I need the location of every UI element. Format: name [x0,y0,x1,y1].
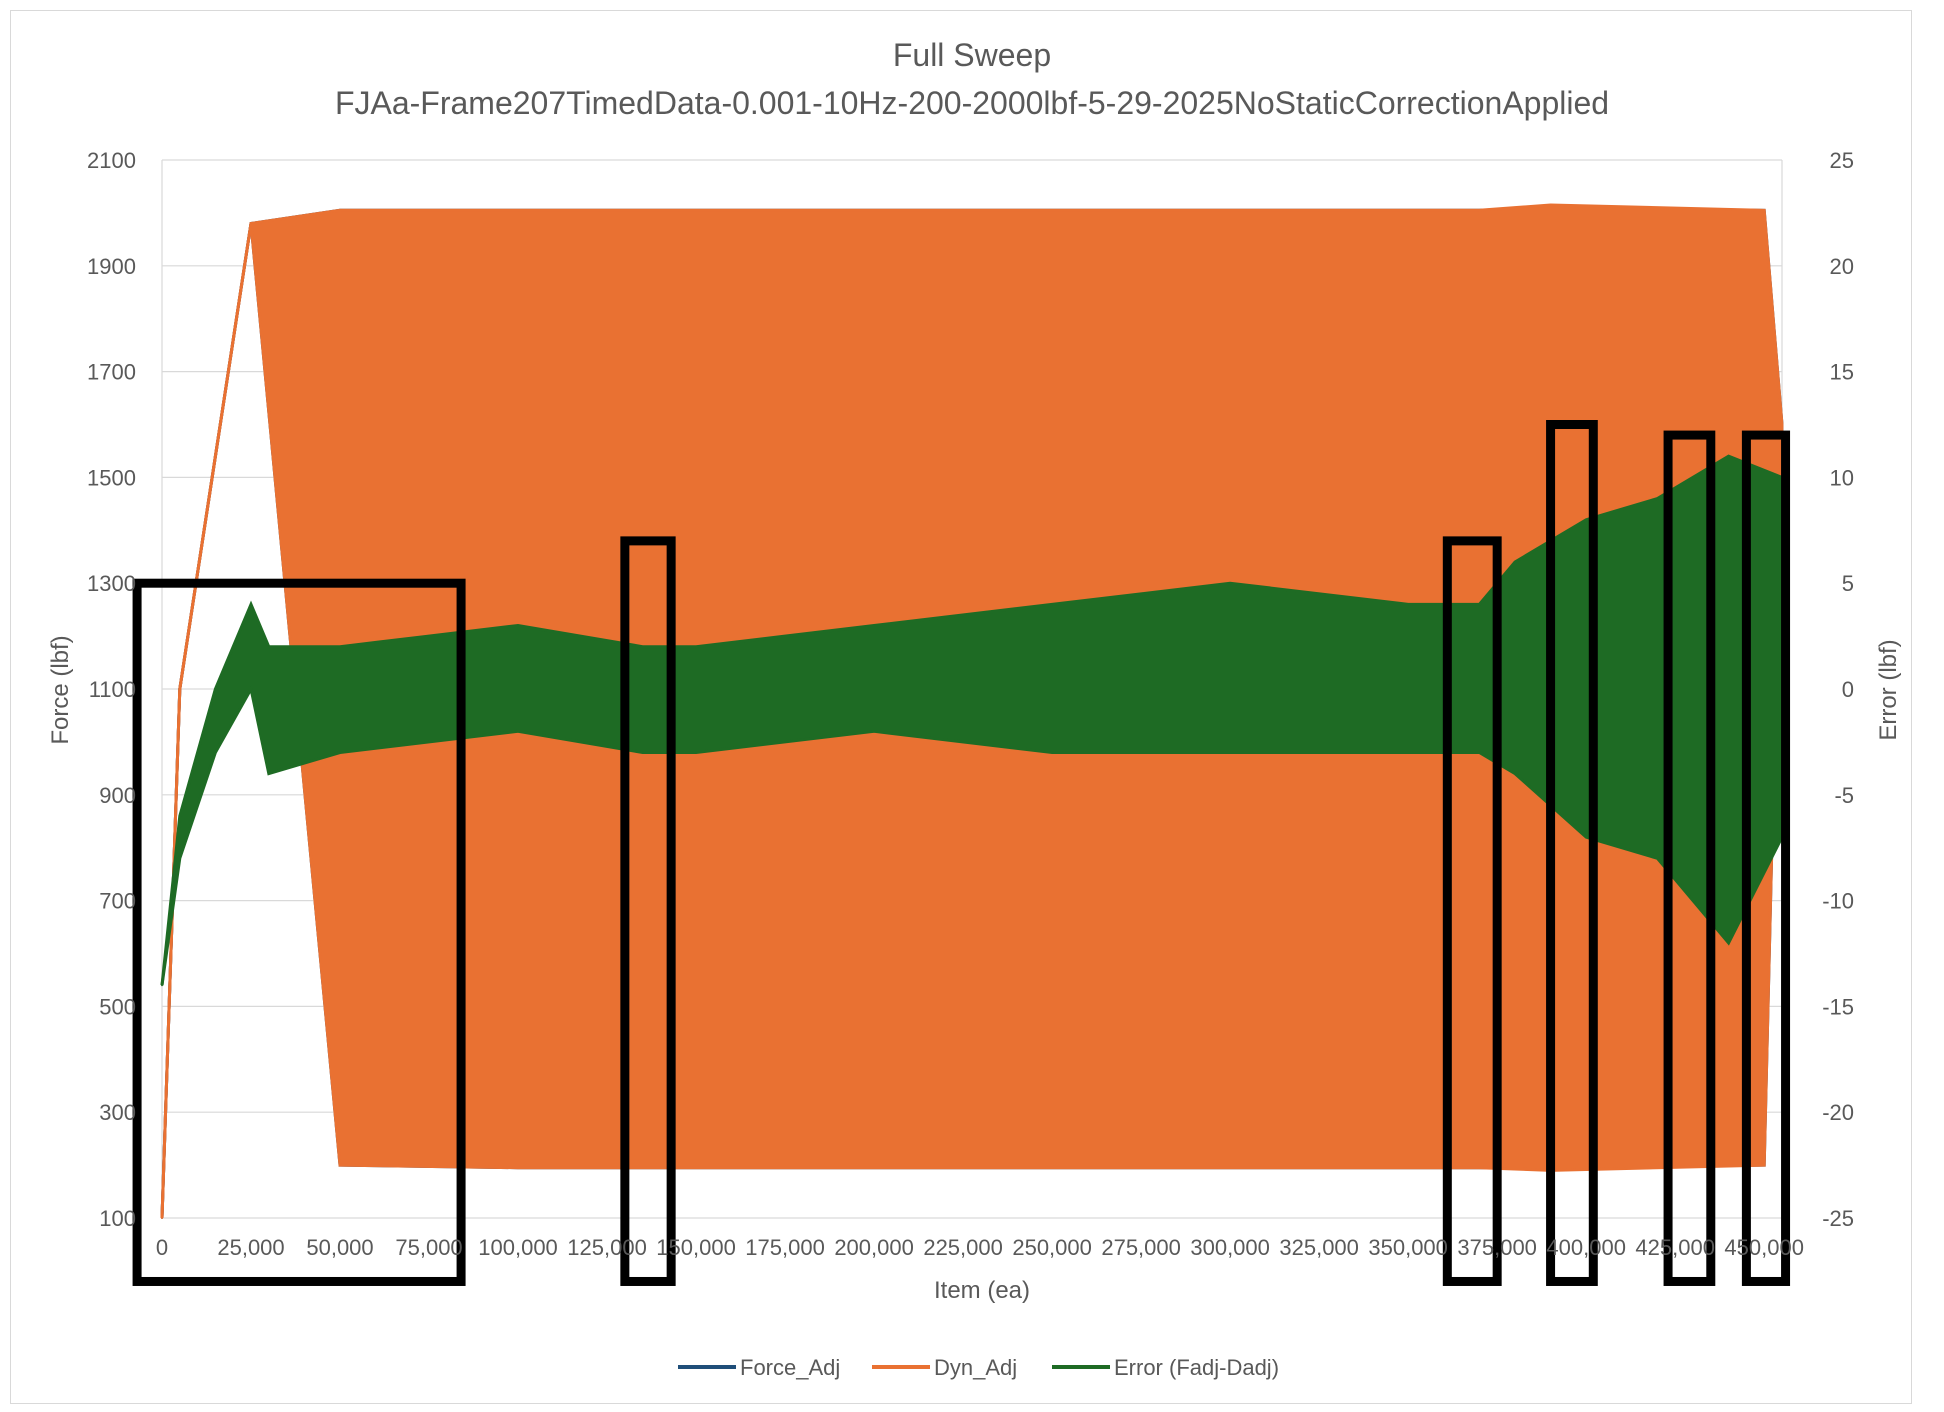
legend-label: Dyn_Adj [934,1355,1017,1380]
x-tick-label: 400,000 [1546,1235,1626,1260]
y2-tick-label: 25 [1830,148,1854,173]
x-tick-label: 0 [156,1235,168,1260]
annotation-box [1546,420,1598,1286]
series-lower-line [160,684,1784,986]
x-tick-label: 150,000 [656,1235,736,1260]
annotation-box [1663,430,1716,1286]
series-upper-line [160,454,1783,986]
x-axis-ticks: 0 25,000 50,000 75,000 100,000 125,000 150,000… [156,1235,1804,1260]
series-lower-line [160,223,1784,1219]
y2-tick-label: 15 [1830,360,1854,385]
annotation-boxes [132,420,1791,1286]
x-tick-label: 50,000 [306,1235,373,1260]
annotation-box [1741,430,1791,1286]
x-tick-label: 200,000 [834,1235,914,1260]
x-tick-label: 375,000 [1457,1235,1537,1260]
y2-axis-ticks: -25 -20 -15 -10 -5 0 5 10 15 20 25 [1822,148,1854,1231]
y2-tick-label: -15 [1822,994,1854,1019]
annotation-box [620,536,676,1286]
y-tick-label: 2100 [87,148,136,173]
y-tick-label: 100 [99,1206,136,1231]
chart-frame [10,10,1912,1404]
x-tick-label: 350,000 [1368,1235,1448,1260]
y2-tick-label: -20 [1822,1100,1854,1125]
y2-tick-label: 20 [1830,254,1854,279]
chart-subtitle: FJAa-Frame207TimedData-0.001-10Hz-200-20… [335,85,1609,121]
y2-axis-label: Error (lbf) [1875,639,1902,740]
legend-entry: Dyn_Adj [872,1355,1017,1380]
x-tick-label: 175,000 [745,1235,825,1260]
y-tick-label: 900 [99,783,136,808]
y-tick-label: 1700 [87,360,136,385]
x-tick-label: 100,000 [478,1235,558,1260]
legend-label: Force_Adj [740,1355,840,1380]
y-axis-ticks: 100 300 500 700 900 1100 1300 1500 1700 1900 2100 [87,148,136,1231]
x-tick-label: 425,000 [1635,1235,1715,1260]
x-axis-label: Item (ea) [934,1277,1030,1304]
y2-tick-label: 5 [1842,571,1854,596]
x-tick-label: 75,000 [395,1235,462,1260]
y2-tick-label: 0 [1842,677,1854,702]
annotation-box [132,578,466,1286]
y2-tick-label: -5 [1834,783,1854,808]
legend-label: Error (Fadj-Dadj) [1114,1355,1279,1380]
y-axis-label: Force (lbf) [47,635,74,744]
legend-entry: Error (Fadj-Dadj) [1052,1355,1279,1380]
y-tick-label: 500 [99,994,136,1019]
x-tick-label: 450,000 [1724,1235,1804,1260]
x-tick-label: 300,000 [1190,1235,1270,1260]
y-tick-label: 1900 [87,254,136,279]
y2-tick-label: 10 [1830,465,1854,490]
x-tick-label: 225,000 [923,1235,1003,1260]
x-tick-label: 25,000 [217,1235,284,1260]
y2-tick-label: -10 [1822,889,1854,914]
y-tick-label: 300 [99,1100,136,1125]
x-tick-label: 250,000 [1012,1235,1092,1260]
x-tick-label: 275,000 [1101,1235,1181,1260]
chart-title: Full Sweep [893,37,1051,73]
y-tick-label: 1100 [89,677,136,702]
legend-entry: Force_Adj [678,1355,840,1380]
y-tick-label: 700 [99,889,136,914]
x-tick-label: 125,000 [567,1235,647,1260]
y-tick-label: 1500 [87,465,136,490]
x-tick-label: 325,000 [1279,1235,1359,1260]
y2-tick-label: -25 [1822,1206,1854,1231]
annotation-box [1442,536,1502,1286]
plot-area [160,203,1784,1219]
legend: Force_Adj Dyn_Adj Error (Fadj-Dadj) [678,1355,1279,1380]
y-tick-label: 1300 [87,571,136,596]
